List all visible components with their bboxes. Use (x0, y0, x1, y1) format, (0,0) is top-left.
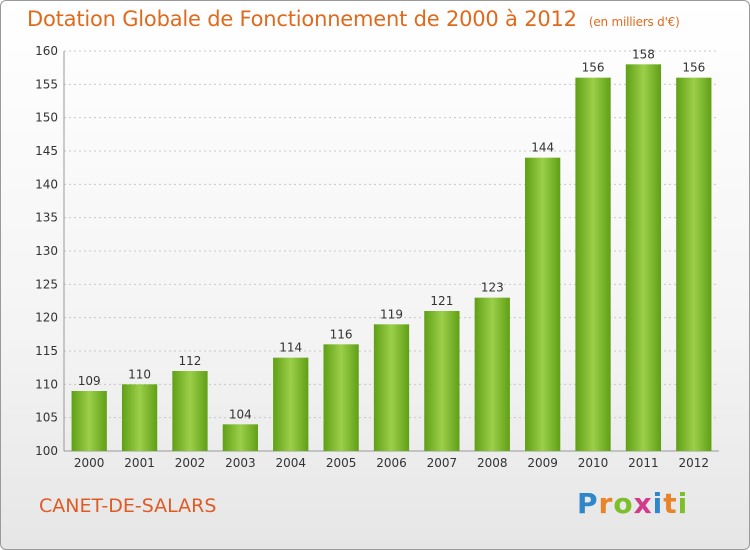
y-tick-label: 160 (35, 44, 58, 58)
logo-letter: r (598, 487, 614, 520)
x-tick-label-2000: 2000 (74, 456, 105, 470)
labels: 100 105 110 115 120 125 130 135 140 145 150 155 160 1… (35, 44, 709, 470)
value-label-2010: 156 (582, 61, 605, 75)
x-tick-label-2008: 2008 (477, 456, 508, 470)
logo-letter: o (613, 487, 634, 520)
x-tick-label-2002: 2002 (175, 456, 206, 470)
proxiti-logo: Proxiti (577, 487, 688, 520)
value-label-2003: 104 (229, 407, 252, 421)
bar-2003 (222, 424, 258, 451)
unit-label: (en milliers d'€) (588, 15, 680, 29)
y-tick-label: 150 (35, 111, 58, 125)
x-tick-label-2009: 2009 (527, 456, 558, 470)
y-tick-label: 145 (35, 144, 58, 158)
x-tick-label-2010: 2010 (578, 456, 609, 470)
x-tick-label-2001: 2001 (124, 456, 155, 470)
value-label-2008: 123 (481, 281, 504, 295)
commune-name: CANET-DE-SALARS (39, 495, 217, 517)
bar-2010 (575, 77, 611, 452)
bars (71, 64, 712, 452)
value-label-2012: 156 (682, 61, 705, 75)
y-tick-label: 135 (35, 211, 58, 225)
bar-2004 (273, 357, 309, 451)
bar-2005 (323, 344, 359, 451)
value-label-2004: 114 (279, 341, 302, 355)
bar-2011 (625, 64, 662, 452)
y-tick-label: 140 (35, 177, 58, 191)
y-tick-label: 105 (35, 411, 58, 425)
x-tick-label-2004: 2004 (275, 456, 306, 470)
value-label-2001: 110 (128, 367, 151, 381)
value-label-2007: 121 (430, 294, 453, 308)
y-tick-label: 120 (35, 311, 58, 325)
value-label-2006: 119 (380, 307, 403, 321)
x-tick-label-2007: 2007 (427, 456, 458, 470)
bar-2001 (121, 384, 158, 451)
bar-2007 (424, 311, 460, 451)
logo-letter: i (677, 487, 689, 520)
x-tick-label-2006: 2006 (376, 456, 407, 470)
logo-letter: t (663, 487, 678, 520)
y-tick-label: 155 (35, 77, 58, 91)
value-label-2009: 144 (531, 141, 554, 155)
value-label-2002: 112 (179, 354, 202, 368)
value-label-2005: 116 (330, 327, 353, 341)
bar-2006 (373, 324, 410, 451)
bar-2009 (525, 157, 561, 451)
y-tick-label: 130 (35, 244, 58, 258)
y-tick-label: 115 (35, 344, 58, 358)
x-tick-label-2011: 2011 (628, 456, 659, 470)
bar-2002 (172, 371, 208, 451)
bar-2008 (474, 297, 510, 451)
y-tick-label: 125 (35, 277, 58, 291)
y-tick-label: 100 (35, 444, 58, 458)
x-tick-label-2005: 2005 (326, 456, 357, 470)
bar-2000 (71, 391, 107, 451)
logo-letter: x (633, 487, 653, 520)
bar-2012 (676, 77, 712, 452)
x-tick-label-2003: 2003 (225, 456, 256, 470)
value-label-2000: 109 (78, 374, 101, 388)
chart-title: Dotation Globale de Fonctionnement de 20… (27, 7, 680, 31)
title-text: Dotation Globale de Fonctionnement de 20… (27, 7, 577, 31)
y-tick-label: 110 (35, 377, 58, 391)
x-tick-label-2012: 2012 (679, 456, 710, 470)
logo-letter: i (652, 487, 664, 520)
logo-letter: P (577, 487, 599, 520)
value-label-2011: 158 (632, 47, 655, 61)
